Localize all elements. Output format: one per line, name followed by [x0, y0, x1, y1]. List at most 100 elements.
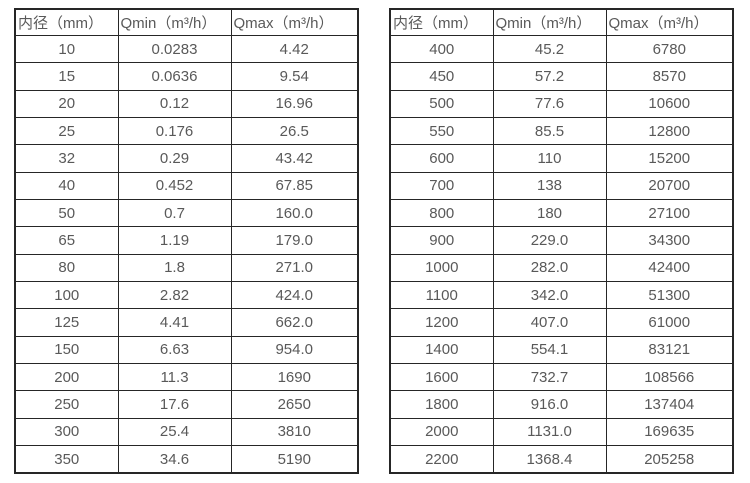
table-row: 200 11.3 1690 — [14, 363, 359, 392]
cell-qmax: 1690 — [230, 363, 359, 392]
cell-qmax: 10600 — [605, 89, 734, 119]
cell-qmin: 916.0 — [492, 390, 607, 419]
table-row: 100 2.82 424.0 — [14, 281, 359, 310]
cell-qmax: 51300 — [605, 281, 734, 310]
cell-qmin: 6.63 — [117, 335, 232, 365]
cell-qmax: 2650 — [230, 390, 359, 419]
cell-diameter: 1800 — [389, 390, 494, 419]
cell-qmin: 229.0 — [492, 226, 607, 255]
table-row: 32 0.29 43.42 — [14, 144, 359, 173]
cell-diameter: 2200 — [389, 445, 494, 474]
table-row: 15 0.0636 9.54 — [14, 62, 359, 91]
column-header-qmin: Qmin（m³/h） — [492, 8, 607, 36]
cell-qmin: 17.6 — [117, 390, 232, 419]
cell-qmax: 179.0 — [230, 226, 359, 255]
cell-diameter: 350 — [14, 445, 119, 474]
table-row: 1000 282.0 42400 — [389, 253, 734, 283]
table-row: 80 1.8 271.0 — [14, 253, 359, 283]
table-row: 450 57.2 8570 — [389, 62, 734, 91]
cell-qmax: 12800 — [605, 117, 734, 146]
cell-qmin: 0.12 — [117, 89, 232, 119]
table-header-row: 内径（mm） Qmin（m³/h） Qmax（m³/h） — [14, 8, 359, 36]
table-row: 1400 554.1 83121 — [389, 335, 734, 365]
table-body: 400 45.2 6780 450 57.2 8570 500 77.6 10600 550 85.… — [389, 34, 734, 474]
table-row: 125 4.41 662.0 — [14, 308, 359, 337]
cell-diameter: 500 — [389, 89, 494, 119]
table-row: 150 6.63 954.0 — [14, 335, 359, 365]
cell-qmax: 67.85 — [230, 171, 359, 201]
cell-diameter: 250 — [14, 390, 119, 419]
cell-diameter: 50 — [14, 199, 119, 228]
table-row: 10 0.0283 4.42 — [14, 34, 359, 64]
table-row: 20 0.12 16.96 — [14, 89, 359, 119]
table-row: 40 0.452 67.85 — [14, 171, 359, 201]
table-row: 700 138 20700 — [389, 171, 734, 201]
cell-qmax: 83121 — [605, 335, 734, 365]
table-row: 500 77.6 10600 — [389, 89, 734, 119]
table-row: 50 0.7 160.0 — [14, 199, 359, 228]
cell-qmax: 61000 — [605, 308, 734, 337]
table-header-row: 内径（mm） Qmin（m³/h） Qmax（m³/h） — [389, 8, 734, 36]
cell-diameter: 125 — [14, 308, 119, 337]
cell-qmax: 34300 — [605, 226, 734, 255]
cell-diameter: 300 — [14, 417, 119, 447]
table-row: 2200 1368.4 205258 — [389, 445, 734, 474]
cell-qmin: 0.0283 — [117, 34, 232, 64]
cell-qmin: 57.2 — [492, 62, 607, 91]
table-row: 250 17.6 2650 — [14, 390, 359, 419]
cell-qmax: 4.42 — [230, 34, 359, 64]
cell-diameter: 65 — [14, 226, 119, 255]
cell-diameter: 40 — [14, 171, 119, 201]
cell-qmin: 110 — [492, 144, 607, 173]
cell-qmax: 160.0 — [230, 199, 359, 228]
cell-diameter: 1000 — [389, 253, 494, 283]
cell-qmin: 0.7 — [117, 199, 232, 228]
table-body: 10 0.0283 4.42 15 0.0636 9.54 20 0.12 16.96 25 0.1… — [14, 34, 359, 474]
table-row: 2000 1131.0 169635 — [389, 417, 734, 447]
cell-qmax: 662.0 — [230, 308, 359, 337]
cell-qmax: 137404 — [605, 390, 734, 419]
cell-qmax: 15200 — [605, 144, 734, 173]
cell-qmin: 0.176 — [117, 117, 232, 146]
cell-qmin: 0.0636 — [117, 62, 232, 91]
table-row: 1800 916.0 137404 — [389, 390, 734, 419]
table-row: 350 34.6 5190 — [14, 445, 359, 474]
cell-qmin: 11.3 — [117, 363, 232, 392]
cell-diameter: 10 — [14, 34, 119, 64]
column-header-qmax: Qmax（m³/h） — [230, 8, 359, 36]
cell-qmin: 45.2 — [492, 34, 607, 64]
cell-diameter: 80 — [14, 253, 119, 283]
cell-diameter: 800 — [389, 199, 494, 228]
cell-qmin: 180 — [492, 199, 607, 228]
cell-qmin: 282.0 — [492, 253, 607, 283]
cell-diameter: 900 — [389, 226, 494, 255]
cell-qmax: 205258 — [605, 445, 734, 474]
cell-diameter: 200 — [14, 363, 119, 392]
cell-qmax: 3810 — [230, 417, 359, 447]
cell-qmin: 0.452 — [117, 171, 232, 201]
cell-qmax: 271.0 — [230, 253, 359, 283]
table-row: 400 45.2 6780 — [389, 34, 734, 64]
table-row: 600 110 15200 — [389, 144, 734, 173]
cell-qmin: 4.41 — [117, 308, 232, 337]
cell-qmin: 25.4 — [117, 417, 232, 447]
cell-qmax: 6780 — [605, 34, 734, 64]
cell-diameter: 700 — [389, 171, 494, 201]
table-row: 1600 732.7 108566 — [389, 363, 734, 392]
cell-qmin: 2.82 — [117, 281, 232, 310]
cell-diameter: 150 — [14, 335, 119, 365]
cell-qmin: 85.5 — [492, 117, 607, 146]
cell-qmin: 1.8 — [117, 253, 232, 283]
column-header-diameter: 内径（mm） — [14, 8, 119, 36]
cell-diameter: 1400 — [389, 335, 494, 365]
cell-qmax: 954.0 — [230, 335, 359, 365]
cell-qmin: 407.0 — [492, 308, 607, 337]
cell-qmax: 16.96 — [230, 89, 359, 119]
cell-diameter: 100 — [14, 281, 119, 310]
table-row: 550 85.5 12800 — [389, 117, 734, 146]
flow-table-right: 内径（mm） Qmin（m³/h） Qmax（m³/h） 400 45.2 6780 45… — [389, 8, 734, 474]
table-header: 内径（mm） Qmin（m³/h） Qmax（m³/h） — [389, 8, 734, 36]
cell-qmin: 1131.0 — [492, 417, 607, 447]
cell-qmin: 77.6 — [492, 89, 607, 119]
